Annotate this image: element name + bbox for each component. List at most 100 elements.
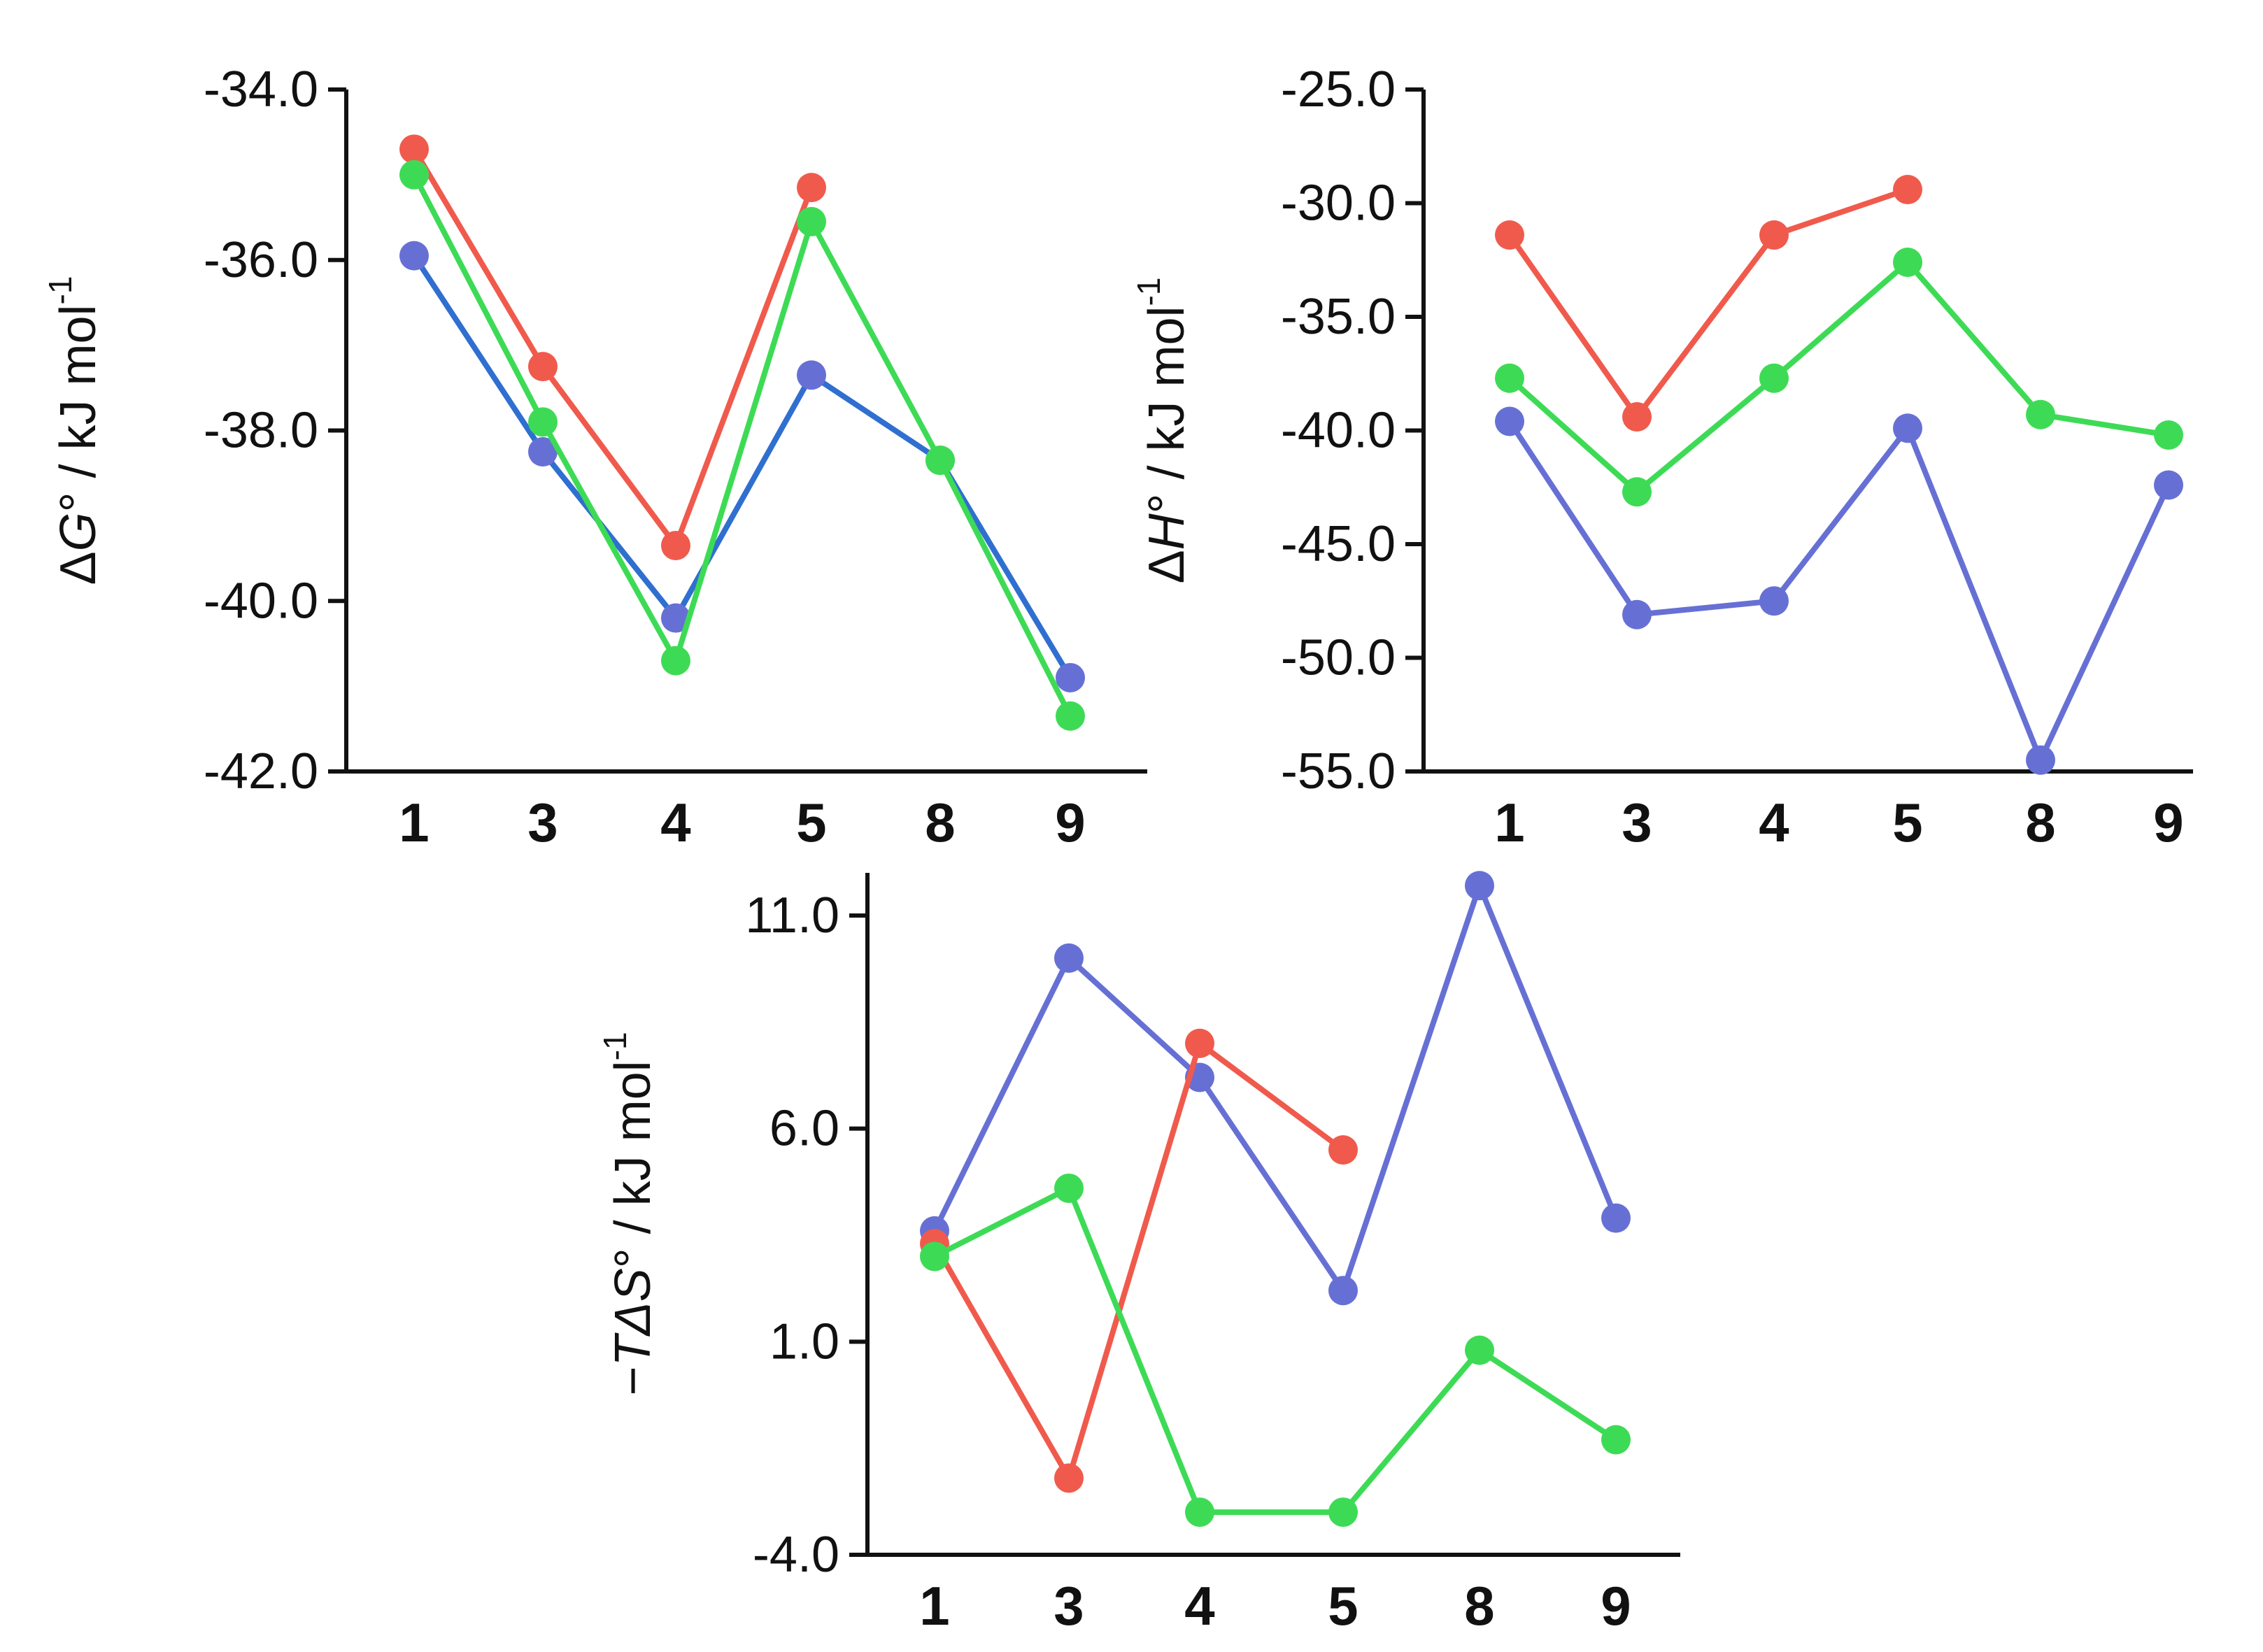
- data-point-green: [1056, 701, 1085, 731]
- data-point-green: [1328, 1497, 1358, 1528]
- data-point-green: [1622, 477, 1652, 507]
- data-point-green: [2026, 399, 2055, 429]
- series-red: [1495, 175, 1922, 432]
- x-tick-label: 5: [1328, 1575, 1358, 1637]
- data-point-red: [1328, 1135, 1358, 1165]
- series-line-blue: [932, 883, 1619, 1294]
- data-point-red: [399, 134, 429, 164]
- x-tick-label: 9: [2153, 792, 2183, 853]
- series-green: [1495, 248, 2183, 507]
- y-tick-label: -55.0: [1281, 743, 1396, 799]
- y-tick-label: -34.0: [204, 62, 318, 118]
- x-tick-label: 9: [1601, 1575, 1631, 1637]
- series-line-green: [932, 1185, 1619, 1516]
- x-tick-label: 3: [527, 792, 558, 853]
- y-tick-label: -35.0: [1281, 289, 1396, 345]
- y-tick-label: -42.0: [204, 743, 318, 799]
- data-point-green: [1759, 363, 1789, 393]
- data-point-green: [1465, 1335, 1494, 1365]
- y-tick-label: 6.0: [769, 1101, 839, 1157]
- data-point-green: [2154, 420, 2183, 450]
- y-tick-label: -40.0: [1281, 403, 1396, 459]
- data-point-blue: [1893, 413, 1922, 443]
- series-line-red: [1507, 187, 1910, 420]
- data-point-green: [925, 446, 955, 476]
- data-point-red: [1495, 220, 1524, 250]
- data-point-blue: [1622, 599, 1652, 629]
- series-red: [920, 1028, 1358, 1493]
- x-tick-label: 8: [1464, 1575, 1494, 1637]
- x-tick-label: 8: [2025, 792, 2055, 853]
- series-line-red: [411, 146, 814, 549]
- x-tick-label: 1: [399, 792, 429, 853]
- x-tick-label: 3: [1054, 1575, 1084, 1637]
- y-tick-label: -40.0: [204, 573, 318, 629]
- data-point-blue: [661, 603, 690, 633]
- data-point-green: [399, 159, 429, 190]
- x-tick-label: 1: [1494, 792, 1524, 853]
- x-tick-label: 8: [925, 792, 955, 853]
- y-tick-label: -36.0: [204, 232, 318, 288]
- x-tick-label: 1: [919, 1575, 949, 1637]
- chart-panel-2: -25.0 -30.0 -35.0 -40.0 -45.0 -50.0 -55.0 1 3 4 5 8…: [1130, 62, 2193, 853]
- data-point-blue: [1465, 871, 1494, 901]
- data-point-blue: [528, 436, 558, 467]
- y-tick-label: -4.0: [753, 1527, 839, 1583]
- data-point-blue: [1054, 943, 1084, 973]
- series-line-blue: [1507, 418, 2171, 763]
- data-point-green: [920, 1241, 949, 1272]
- data-point-blue: [2026, 745, 2055, 775]
- data-point-green: [1185, 1497, 1214, 1528]
- data-point-green: [1495, 363, 1524, 393]
- chart-panel-3: 11.0 6.0 1.0 -4.0 1 3 4 5 8 9 −TΔS° / kJ mol-1: [597, 871, 1680, 1637]
- data-point-red: [797, 173, 826, 203]
- y-axis-title: ΔG° / kJ mol-1: [42, 276, 106, 585]
- series-blue: [920, 871, 1631, 1306]
- x-tick-label: 5: [1892, 792, 1922, 853]
- y-tick-label: -38.0: [204, 403, 318, 459]
- series-line-green: [1507, 259, 2171, 495]
- x-tick-label: 3: [1622, 792, 1652, 853]
- data-point-blue: [1056, 662, 1085, 692]
- data-point-red: [1893, 175, 1922, 204]
- series-blue: [399, 241, 1085, 692]
- y-tick-label: -50.0: [1281, 630, 1396, 686]
- x-tick-label: 9: [1055, 792, 1085, 853]
- data-point-green: [1054, 1173, 1084, 1203]
- data-point-green: [1893, 248, 1922, 277]
- y-tick-label: -25.0: [1281, 62, 1396, 118]
- series-blue: [1495, 406, 2183, 775]
- data-point-red: [1622, 402, 1652, 432]
- series-green: [920, 1173, 1631, 1528]
- x-tick-label: 4: [1184, 1575, 1214, 1637]
- data-point-red: [661, 531, 690, 561]
- data-point-red: [1759, 220, 1789, 250]
- data-point-red: [1054, 1463, 1084, 1493]
- data-point-green: [797, 206, 826, 236]
- y-tick-label: -45.0: [1281, 516, 1396, 572]
- x-tick-label: 4: [1759, 792, 1789, 853]
- y-tick-label: -30.0: [1281, 176, 1396, 232]
- data-point-red: [1185, 1028, 1214, 1058]
- y-axis-title: ΔH° / kJ mol-1: [1130, 278, 1195, 584]
- y-axis-title: −TΔS° / kJ mol-1: [597, 1032, 661, 1395]
- data-point-red: [528, 352, 558, 382]
- data-point-blue: [797, 360, 826, 390]
- data-point-blue: [1759, 586, 1789, 616]
- data-point-blue: [1495, 406, 1524, 436]
- data-point-green: [661, 646, 690, 676]
- data-point-blue: [2154, 470, 2183, 500]
- series-red: [399, 134, 826, 561]
- series-line-blue: [411, 252, 1073, 681]
- data-point-green: [528, 407, 558, 437]
- y-tick-label: 1.0: [769, 1313, 839, 1369]
- data-point-blue: [1601, 1203, 1631, 1233]
- series-line-red: [932, 1040, 1346, 1481]
- series-line-green: [411, 171, 1073, 719]
- x-tick-label: 5: [796, 792, 826, 853]
- data-point-green: [1601, 1425, 1631, 1455]
- chart-panel-1: -34.0 -36.0 -38.0 -40.0 -42.0 1 3 4 5 8 9 ΔG° / kJ …: [42, 62, 1147, 853]
- y-tick-label: 11.0: [745, 888, 839, 944]
- data-point-blue: [1328, 1276, 1358, 1306]
